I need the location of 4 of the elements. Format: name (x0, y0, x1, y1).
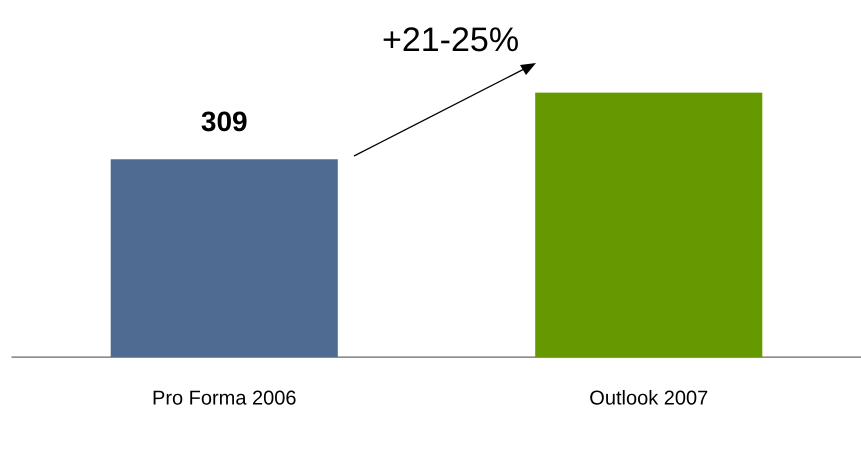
x-tick-label: Pro Forma 2006 (152, 388, 297, 410)
x-tick-label: Outlook 2007 (589, 388, 708, 410)
text: +21-25% (382, 20, 520, 60)
data-label: 309 (200, 106, 248, 137)
